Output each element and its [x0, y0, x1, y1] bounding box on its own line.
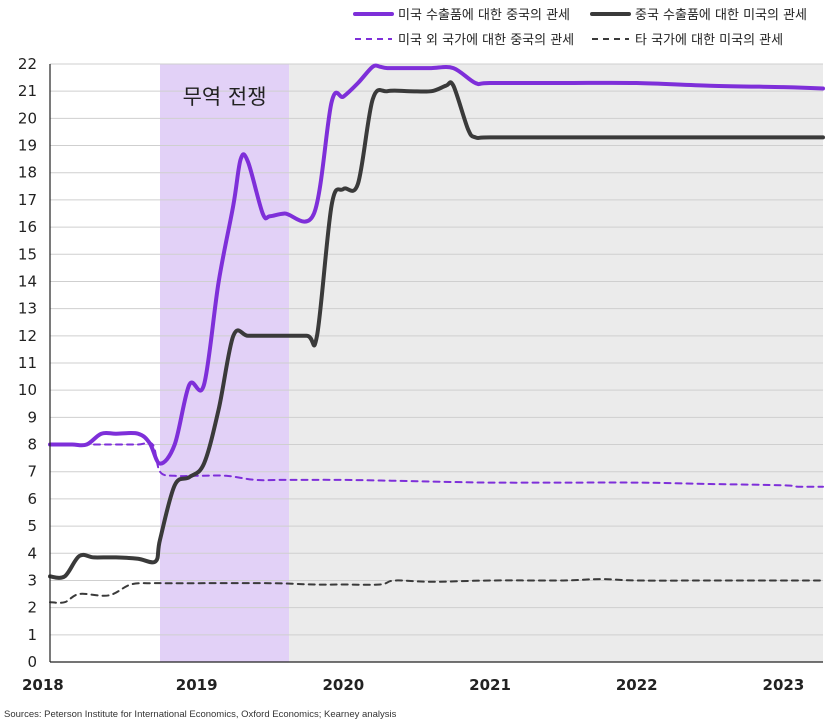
x-axis-ticks: 2018 2019 2020 2021 2022 2023 — [22, 676, 804, 694]
y-tick-14: 14 — [18, 272, 37, 290]
x-tick-2020: 2020 — [322, 676, 364, 694]
x-tick-2019: 2019 — [176, 676, 218, 694]
x-tick-2018: 2018 — [22, 676, 64, 694]
y-tick-19: 19 — [18, 137, 37, 155]
y-tick-4: 4 — [27, 544, 37, 562]
x-tick-2021: 2021 — [469, 676, 511, 694]
y-tick-0: 0 — [27, 653, 37, 671]
y-tick-21: 21 — [18, 82, 37, 100]
x-tick-2023: 2023 — [763, 676, 805, 694]
grid-lines — [50, 63, 823, 636]
y-tick-16: 16 — [18, 218, 37, 236]
x-tick-2022: 2022 — [616, 676, 658, 694]
region-labels: 무역 전쟁 — [183, 85, 267, 109]
series-line-0 — [48, 63, 825, 466]
y-tick-11: 11 — [18, 354, 37, 372]
y-tick-18: 18 — [18, 164, 37, 182]
y-tick-22: 22 — [18, 55, 37, 73]
series-line-1 — [48, 80, 825, 580]
y-tick-8: 8 — [27, 436, 37, 454]
legend-label-0: 미국 수출품에 대한 중국의 관세 — [398, 8, 570, 23]
y-tick-13: 13 — [18, 300, 37, 318]
legend-label-2: 미국 외 국가에 대한 중국의 관세 — [398, 33, 574, 48]
axes — [49, 64, 823, 663]
y-tick-1: 1 — [27, 626, 37, 644]
y-tick-6: 6 — [27, 490, 37, 508]
y-tick-17: 17 — [18, 191, 37, 209]
y-tick-9: 9 — [27, 408, 37, 426]
y-tick-5: 5 — [27, 517, 37, 535]
series-lines — [48, 63, 825, 604]
y-tick-3: 3 — [27, 571, 37, 589]
legend-label-1: 중국 수출품에 대한 미국의 관세 — [635, 8, 807, 23]
y-tick-7: 7 — [27, 463, 37, 481]
series-line-3 — [49, 578, 824, 604]
y-tick-2: 2 — [27, 599, 37, 617]
legend-label-3: 타 국가에 대한 미국의 관세 — [635, 33, 783, 48]
y-tick-20: 20 — [18, 109, 37, 127]
trade-war-label: 무역 전쟁 — [183, 85, 267, 109]
source-note: Sources: Peterson Institute for Internat… — [4, 709, 397, 720]
y-tick-10: 10 — [18, 381, 37, 399]
series-line-2 — [49, 441, 824, 488]
y-tick-12: 12 — [18, 327, 37, 345]
y-tick-15: 15 — [18, 245, 37, 263]
